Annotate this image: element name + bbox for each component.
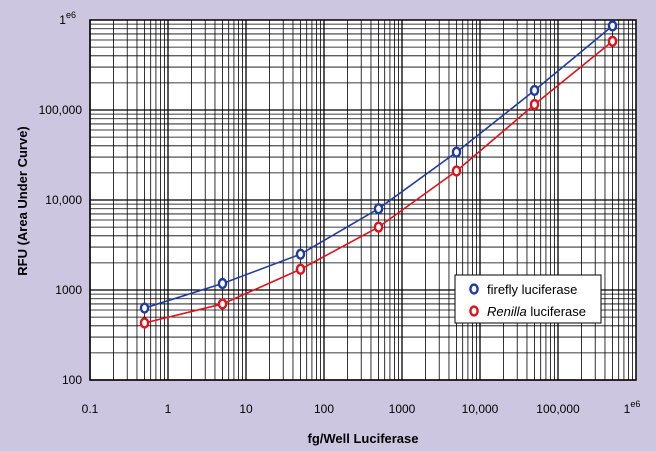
data-point-series-0 (373, 203, 384, 215)
tick-labels: 0.1 1 10 100 1000 10,000 100,000 1e6 100 1000 10,0… (39, 10, 641, 416)
legend: firefly luciferase Renilla luciferase (454, 274, 602, 324)
data-point-series-1 (529, 98, 540, 111)
data-point-series-1 (217, 298, 228, 310)
data-point-series-1 (295, 263, 306, 275)
legend-marker-firefly (469, 283, 479, 295)
y-tick-label: 10,000 (45, 193, 82, 207)
legend-box (454, 274, 602, 324)
y-tick-label: 1000 (55, 283, 82, 297)
grid (89, 19, 637, 381)
x-tick-label: 10,000 (462, 402, 499, 416)
y-tick-label: 1e6 (59, 10, 76, 27)
x-tick-label: 100 (314, 402, 334, 416)
data-point-series-1 (607, 35, 618, 47)
x-tick-label: 100,000 (536, 402, 580, 416)
legend-label-renilla-rest: luciferase (527, 304, 586, 319)
data-point-series-1 (451, 165, 462, 177)
x-tick-label: 1 (165, 402, 172, 416)
y-tick-label: 100 (62, 373, 82, 387)
x-axis-title: fg/Well Luciferase (307, 431, 418, 446)
legend-label-renilla: Renilla luciferase (487, 304, 586, 319)
x-tick-label: 0.1 (82, 402, 99, 416)
x-tick-label: 10 (239, 402, 253, 416)
y-axis-title: RFU (Area Under Curve) (15, 126, 30, 276)
data-point-series-0 (217, 277, 228, 290)
series-layer (139, 20, 618, 329)
data-point-series-0 (295, 248, 306, 260)
data-point-series-0 (529, 84, 540, 97)
x-tick-label: 1e6 (624, 399, 641, 416)
data-point-series-1 (139, 317, 150, 329)
legend-marker-renilla (469, 305, 479, 317)
data-point-series-0 (451, 146, 462, 158)
plot-border (89, 19, 637, 381)
y-tick-label: 100,000 (39, 103, 83, 117)
data-point-series-1 (373, 221, 384, 233)
x-tick-label: 1000 (389, 402, 416, 416)
legend-label-renilla-italic: Renilla (487, 304, 527, 319)
data-point-series-0 (607, 20, 618, 32)
data-point-series-0 (139, 302, 150, 314)
legend-label-firefly: firefly luciferase (487, 282, 577, 297)
